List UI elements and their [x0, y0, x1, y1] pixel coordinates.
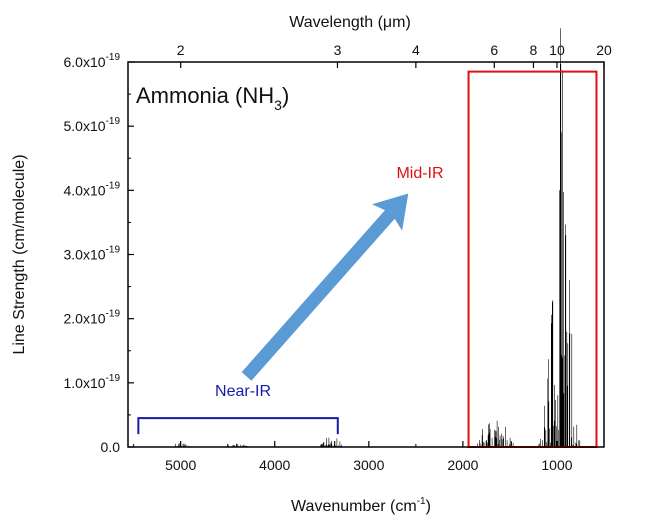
x-tick-label: 5000 — [165, 457, 196, 473]
near-ir-label: Near-IR — [215, 383, 271, 400]
x-axis-title: Wavenumber (cm-1) — [291, 496, 431, 515]
top-tick-label: 2 — [177, 42, 185, 58]
top-tick-label: 3 — [334, 42, 342, 58]
x-tick-label: 3000 — [353, 457, 384, 473]
spectrum-lines — [538, 28, 581, 447]
y-tick-label: 4.0x10-19 — [64, 180, 121, 198]
near-ir-bracket — [137, 417, 339, 435]
x-tick-label: 2000 — [447, 457, 478, 473]
arrow-head — [372, 193, 409, 231]
spectrum-band — [538, 28, 581, 447]
y-tick-label: 2.0x10-19 — [64, 309, 121, 327]
y-tick-label: 0.0 — [101, 439, 121, 455]
top-tick-label: 8 — [530, 42, 538, 58]
chart-title: Ammonia (NH3) — [136, 83, 289, 113]
top-tick-label: 6 — [490, 42, 498, 58]
top-tick-label: 4 — [412, 42, 420, 58]
top-axis-title: Wavelength (μm) — [289, 14, 411, 31]
y-tick-label: 1.0x10-19 — [64, 373, 121, 391]
spectrum-band — [476, 420, 515, 447]
y-tick-label: 5.0x10-19 — [64, 116, 121, 134]
y-tick-label: 3.0x10-19 — [64, 245, 121, 263]
arrow-shaft — [241, 208, 396, 381]
y-axis-title: Line Strength (cm/molecule) — [11, 154, 28, 354]
y-tick-label: 6.0x10-19 — [64, 52, 121, 70]
top-tick-label: 20 — [596, 42, 612, 58]
x-tick-label: 1000 — [541, 457, 572, 473]
x-tick-label: 4000 — [259, 457, 290, 473]
plot-frame — [127, 61, 605, 448]
mid-ir-label: Mid-IR — [396, 165, 443, 182]
top-tick-label: 10 — [549, 42, 565, 58]
mid-ir-box — [467, 70, 598, 448]
spectrum-lines — [476, 420, 515, 447]
